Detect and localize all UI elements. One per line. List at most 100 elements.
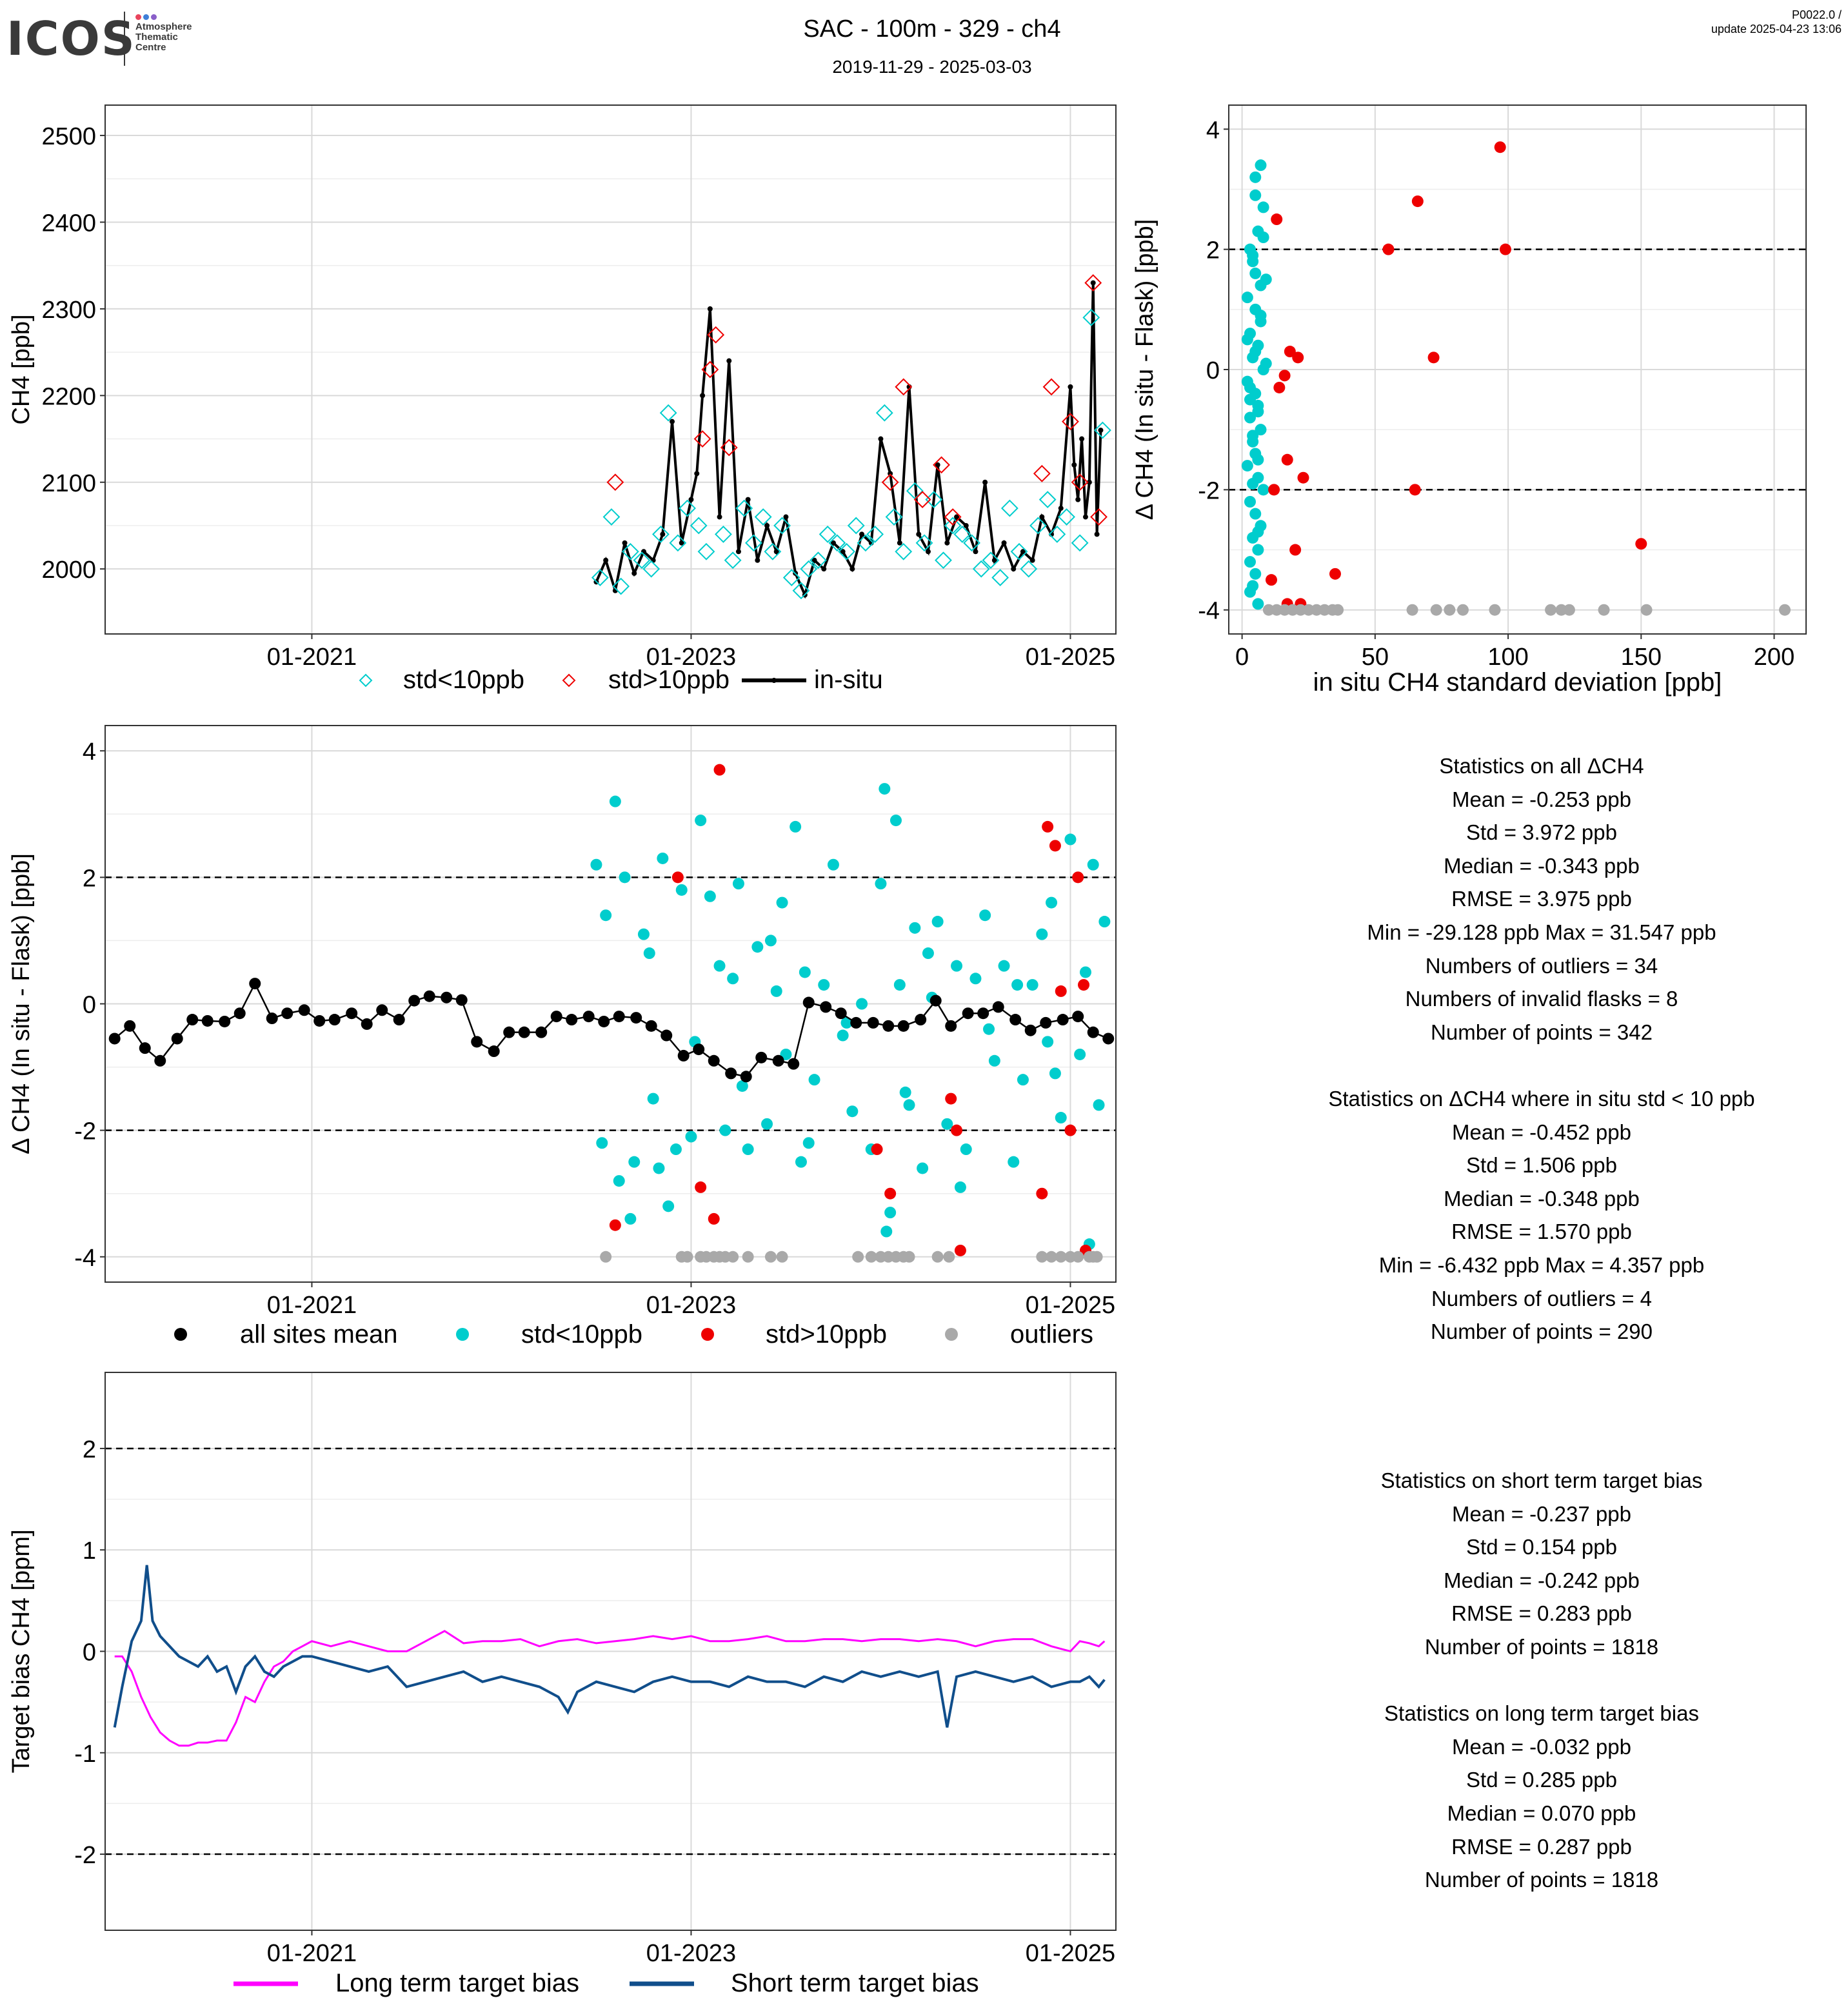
in-situ-point bbox=[783, 514, 789, 520]
scatter-point-std-10ppb bbox=[675, 884, 688, 896]
scatter-point-std-10ppb bbox=[1087, 858, 1099, 871]
scatter-point-outliers bbox=[1563, 604, 1575, 616]
scatter-point-std-10ppb bbox=[1284, 346, 1296, 358]
legend-key-3 bbox=[945, 1328, 958, 1341]
legend-label: std>10ppb bbox=[766, 1320, 887, 1349]
scatter-point-std-10ppb bbox=[1042, 820, 1054, 833]
all-sites-mean-point bbox=[124, 1020, 136, 1032]
scatter-point-outliers bbox=[1779, 604, 1791, 616]
all-sites-mean-point bbox=[108, 1033, 121, 1045]
scatter-point-std-10ppb bbox=[837, 1029, 849, 1042]
scatter-point-outliers bbox=[1456, 604, 1469, 616]
all-sites-mean-point bbox=[962, 1007, 974, 1020]
scatter-point-std-10ppb bbox=[1635, 538, 1647, 550]
all-sites-mean-point bbox=[645, 1020, 657, 1032]
scatter-point-std-10ppb bbox=[719, 1124, 731, 1136]
in-situ-point bbox=[603, 557, 609, 563]
all-sites-mean-point bbox=[582, 1011, 595, 1023]
diamond-std-low bbox=[991, 569, 1009, 587]
x-tick-label: 01-2025 bbox=[1026, 1292, 1115, 1319]
stats-line: RMSE = 0.287 ppb bbox=[1451, 1834, 1632, 1859]
in-situ-point bbox=[735, 549, 741, 555]
scatter-point-std-10ppb bbox=[628, 1156, 641, 1168]
in-situ-point bbox=[631, 570, 637, 576]
scatter-point-std-10ppb bbox=[1252, 406, 1264, 418]
y-tick-label: 0 bbox=[83, 1639, 96, 1666]
stats-line: Min = -29.128 ppb Max = 31.547 ppb bbox=[1367, 920, 1716, 944]
diamond-std-low bbox=[642, 560, 661, 578]
scatter-point-std-10ppb bbox=[827, 858, 839, 871]
x-axis-label: in situ CH4 standard deviation [ppb] bbox=[1313, 668, 1722, 697]
scatter-point-std-10ppb bbox=[1271, 213, 1283, 226]
legend-key-std-low bbox=[359, 673, 373, 687]
scatter-point-std-10ppb bbox=[609, 1219, 621, 1231]
scatter-point-outliers bbox=[903, 1251, 915, 1263]
scatter-point-std-10ppb bbox=[1098, 916, 1111, 928]
diamond-std-low bbox=[1082, 308, 1100, 326]
diamond-std-high bbox=[606, 473, 624, 491]
all-sites-mean-point bbox=[1024, 1024, 1037, 1036]
in-situ-point bbox=[694, 471, 700, 477]
scatter-point-std-10ppb bbox=[647, 1092, 659, 1105]
scatter-point-std-10ppb bbox=[1255, 310, 1267, 322]
in-situ-point bbox=[679, 540, 684, 546]
stats-line: Statistics on long term target bias bbox=[1384, 1701, 1699, 1726]
scatter-point-std-10ppb bbox=[884, 1187, 897, 1200]
all-sites-mean-point bbox=[677, 1049, 690, 1062]
scatter-point-outliers bbox=[1545, 604, 1557, 616]
diamond-std-low bbox=[754, 508, 772, 526]
stats-line: Median = -0.343 ppb bbox=[1444, 853, 1640, 878]
in-situ-point bbox=[991, 557, 997, 563]
all-sites-mean-point bbox=[298, 1004, 310, 1016]
scatter-point-std-10ppb bbox=[764, 934, 777, 947]
scatter-point-std-10ppb bbox=[931, 916, 944, 928]
y-tick-label: 2300 bbox=[41, 297, 96, 324]
scatter-point-std-10ppb bbox=[662, 1200, 675, 1212]
scatter-point-std-10ppb bbox=[1244, 586, 1256, 598]
all-sites-mean-point bbox=[441, 991, 453, 1004]
diamond-std-low bbox=[724, 551, 742, 569]
scatter-point-std-10ppb bbox=[983, 1023, 995, 1035]
in-situ-point bbox=[897, 540, 902, 546]
scatter-point-std-10ppb bbox=[742, 1143, 754, 1156]
scatter-point-outliers bbox=[943, 1251, 955, 1263]
scatter-point-std-10ppb bbox=[1072, 871, 1084, 884]
scatter-point-std-10ppb bbox=[1278, 370, 1291, 382]
all-sites-mean-point bbox=[835, 1007, 847, 1020]
scatter-point-std-10ppb bbox=[590, 858, 602, 871]
logo-line: Centre bbox=[135, 42, 166, 53]
in-situ-point bbox=[1020, 549, 1026, 555]
scatter-point-std-10ppb bbox=[613, 1175, 625, 1187]
stats-line: RMSE = 3.975 ppb bbox=[1451, 887, 1632, 911]
scatter-point-std-10ppb bbox=[1064, 1124, 1077, 1136]
scatter-point-std-10ppb bbox=[941, 1118, 953, 1130]
scatter-point-outliers bbox=[1036, 1251, 1048, 1263]
scatter-point-std-10ppb bbox=[893, 979, 906, 991]
in-situ-point bbox=[935, 462, 940, 468]
scatter-point-std-10ppb bbox=[802, 1137, 815, 1149]
scatter-point-std-10ppb bbox=[856, 998, 868, 1010]
diamond-std-low bbox=[1048, 525, 1066, 543]
all-sites-mean-point bbox=[313, 1014, 326, 1027]
long-term-bias-line bbox=[114, 1630, 1106, 1747]
scatter-point-outliers bbox=[1046, 1251, 1058, 1263]
diamond-std-low bbox=[792, 582, 810, 600]
version-info: P0022.0 / update 2025-04-23 13:06 bbox=[1711, 8, 1842, 36]
in-situ-point bbox=[755, 557, 760, 563]
y-tick-label: -4 bbox=[1198, 598, 1220, 625]
all-sites-mean-point bbox=[613, 1011, 625, 1023]
stats-line: Numbers of outliers = 34 bbox=[1425, 953, 1658, 978]
plot-background bbox=[105, 105, 1116, 634]
scatter-point-outliers bbox=[1295, 604, 1307, 616]
diamond-std-low bbox=[745, 534, 762, 552]
diamond-std-low bbox=[591, 569, 609, 587]
logo-line: Atmosphere bbox=[135, 21, 192, 32]
stats-line: Statistics on short term target bias bbox=[1380, 1468, 1703, 1492]
diamond-std-low bbox=[953, 525, 971, 543]
all-sites-mean-point bbox=[929, 994, 942, 1007]
logo-subtitle: Atmosphere Thematic Centre bbox=[135, 22, 226, 53]
scatter-point-std-10ppb bbox=[1026, 979, 1038, 991]
scatter-point-outliers bbox=[1072, 1251, 1084, 1263]
diamond-std-high bbox=[720, 439, 738, 457]
diamond-std-low bbox=[651, 525, 670, 543]
